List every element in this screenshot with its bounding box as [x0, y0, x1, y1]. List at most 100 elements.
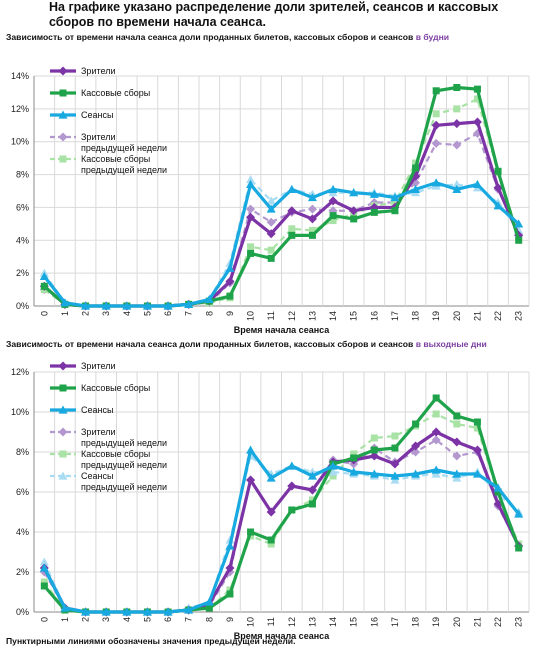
chart2-point-box [288, 506, 296, 514]
chart1-ytick-label: 14% [11, 71, 29, 81]
footer-note: Пунктирными линиями обозначены значения … [6, 636, 296, 646]
chart1-point-box-prev [329, 217, 337, 225]
chart2-series-sessions [39, 445, 524, 616]
chart1-point-viewers [266, 229, 276, 239]
chart1-xtick-label: 10 [246, 311, 256, 321]
chart1-xtick-label: 22 [493, 311, 503, 321]
chart1-point-box-prev [308, 226, 316, 234]
chart2-point-box-prev [391, 432, 399, 440]
chart2-point-viewers [369, 451, 379, 461]
chart1-xtick-label: 9 [225, 311, 235, 316]
chart1-ytick-label: 0% [16, 301, 29, 311]
chart1-xtick-label: 2 [81, 311, 91, 316]
chart2-legend-label: Зрители предыдущей недели [81, 427, 167, 448]
chart2-xtick-label: 8 [204, 617, 214, 622]
chart1-point-sessions [163, 301, 173, 310]
chart2-legend-item-viewers-prev: Зрители предыдущей недели [50, 427, 167, 448]
chart2-xtick-label: 15 [349, 617, 359, 627]
chart2-point-box [370, 446, 378, 454]
chart2-xtick-label: 12 [287, 617, 297, 627]
chart1-point-box [370, 208, 378, 216]
chart2-point-viewers [307, 485, 317, 495]
chart1-point-sessions [411, 184, 421, 193]
chart2-point-sessions [39, 563, 49, 572]
chart2-line-sessions [42, 448, 520, 614]
chart2-xtick-label: 5 [142, 617, 152, 622]
chart1-point-sessions [514, 219, 524, 228]
chart1-ytick-label: 4% [16, 235, 29, 245]
chart2-legend-marker [59, 450, 67, 458]
chart1-legend-label: Кассовые сборы предыдущей недели [81, 154, 167, 175]
chart2-point-viewers [452, 437, 462, 447]
chart1-point-viewers-prev [307, 204, 317, 214]
chart1-xtick-label: 0 [39, 311, 49, 316]
chart1-point-viewers-prev [452, 140, 462, 150]
chart2-point-box [350, 454, 358, 462]
chart1-line-sessions [43, 181, 520, 308]
chart1-point-sessions [452, 184, 462, 193]
chart1-point-box [350, 215, 358, 223]
chart2-point-box [267, 536, 275, 544]
chart1-point-box [226, 292, 234, 300]
chart2-point-box [205, 604, 213, 612]
chart2-legend-marker [58, 471, 68, 480]
chart1-legend-label: Кассовые сборы [81, 88, 150, 98]
chart2-xtick-label: 16 [369, 617, 379, 627]
chart1-point-box [515, 236, 523, 244]
chart1-point-box [40, 282, 48, 290]
chart1-point-sessions [122, 301, 132, 310]
chart2-point-sessions [122, 607, 132, 616]
chart2-point-sessions [184, 605, 194, 614]
chart1-point-sessions [81, 301, 91, 310]
chart2-point-viewers [472, 445, 482, 455]
chart2-point-box [308, 500, 316, 508]
chart1-title: Зависимость от времени начала сеанса дол… [6, 32, 449, 42]
chart2-xtick-label: 11 [266, 617, 276, 626]
chart1-xtick-label: 5 [142, 311, 152, 316]
chart1-point-box-prev [473, 95, 481, 103]
chart2-point-box-prev [308, 496, 316, 504]
chart1-title-highlight: в будни [415, 32, 450, 42]
chart1-point-viewers [349, 206, 359, 216]
chart2-point-sessions [163, 607, 173, 616]
chart1-point-viewers-prev [431, 138, 441, 148]
chart1-series-sessions [39, 178, 524, 310]
chart2-xtick-label: 18 [411, 617, 421, 627]
chart2-point-sessions [204, 597, 214, 606]
chart1-point-viewers [287, 206, 297, 216]
chart2-point-sessions [225, 541, 235, 550]
chart2-ytick-label: 8% [16, 447, 29, 457]
chart2-legend-label: Сеансы предыдущей недели [81, 471, 167, 492]
chart2-legend: Зрители Кассовые сборы Сеансы Зрители предыд… [50, 361, 167, 492]
chart2-xtick-label: 4 [122, 617, 132, 622]
chart1-xtick-label: 12 [287, 311, 297, 321]
chart2-xtick-label: 7 [184, 617, 194, 622]
chart2-point-viewers-prev [431, 435, 441, 445]
chart1-point-box [391, 207, 399, 215]
chart1-point-sessions [287, 184, 297, 193]
chart1-legend-label: Зрители [81, 66, 115, 76]
chart1-xtick-label: 1 [60, 311, 70, 316]
chart1-legend-label: Зрители предыдущей недели [81, 132, 167, 153]
chart2-legend-item-sessions: Сеансы [50, 405, 113, 415]
chart1-point-box [267, 254, 275, 262]
chart2-xtick-label: 23 [514, 617, 524, 627]
chart2-legend-label: Кассовые сборы предыдущей недели [81, 449, 167, 470]
chart2-xtick-label: 10 [246, 617, 256, 627]
chart1-xtick-label: 21 [472, 311, 482, 321]
chart1-legend-item-viewers-prev: Зрители предыдущей недели [50, 132, 167, 153]
chart2-point-box-prev [267, 540, 275, 548]
chart2-point-viewers-prev [452, 451, 462, 461]
chart2-point-box [432, 394, 440, 402]
chart2-gridlines: 0% 2% 4% 6% 8% 10% 12% [11, 367, 530, 617]
chart2-point-sessions [287, 461, 297, 470]
chart2-legend-item-viewers: Зрители [50, 361, 115, 371]
chart2-point-box [412, 420, 420, 428]
chart2-ytick-label: 6% [16, 487, 29, 497]
chart2-point-box-prev [473, 424, 481, 432]
chart1-point-box [329, 212, 337, 220]
chart1-legend-marker [59, 155, 67, 163]
chart2-point-sessions-prev [39, 557, 49, 566]
chart1-point-sessions [184, 299, 194, 308]
weekend-chart: 0%2%4%6%8%10%12%0 1 2 3 4 5 6 7 8 9 10 11 12 13 14 15 16… [11, 361, 530, 641]
